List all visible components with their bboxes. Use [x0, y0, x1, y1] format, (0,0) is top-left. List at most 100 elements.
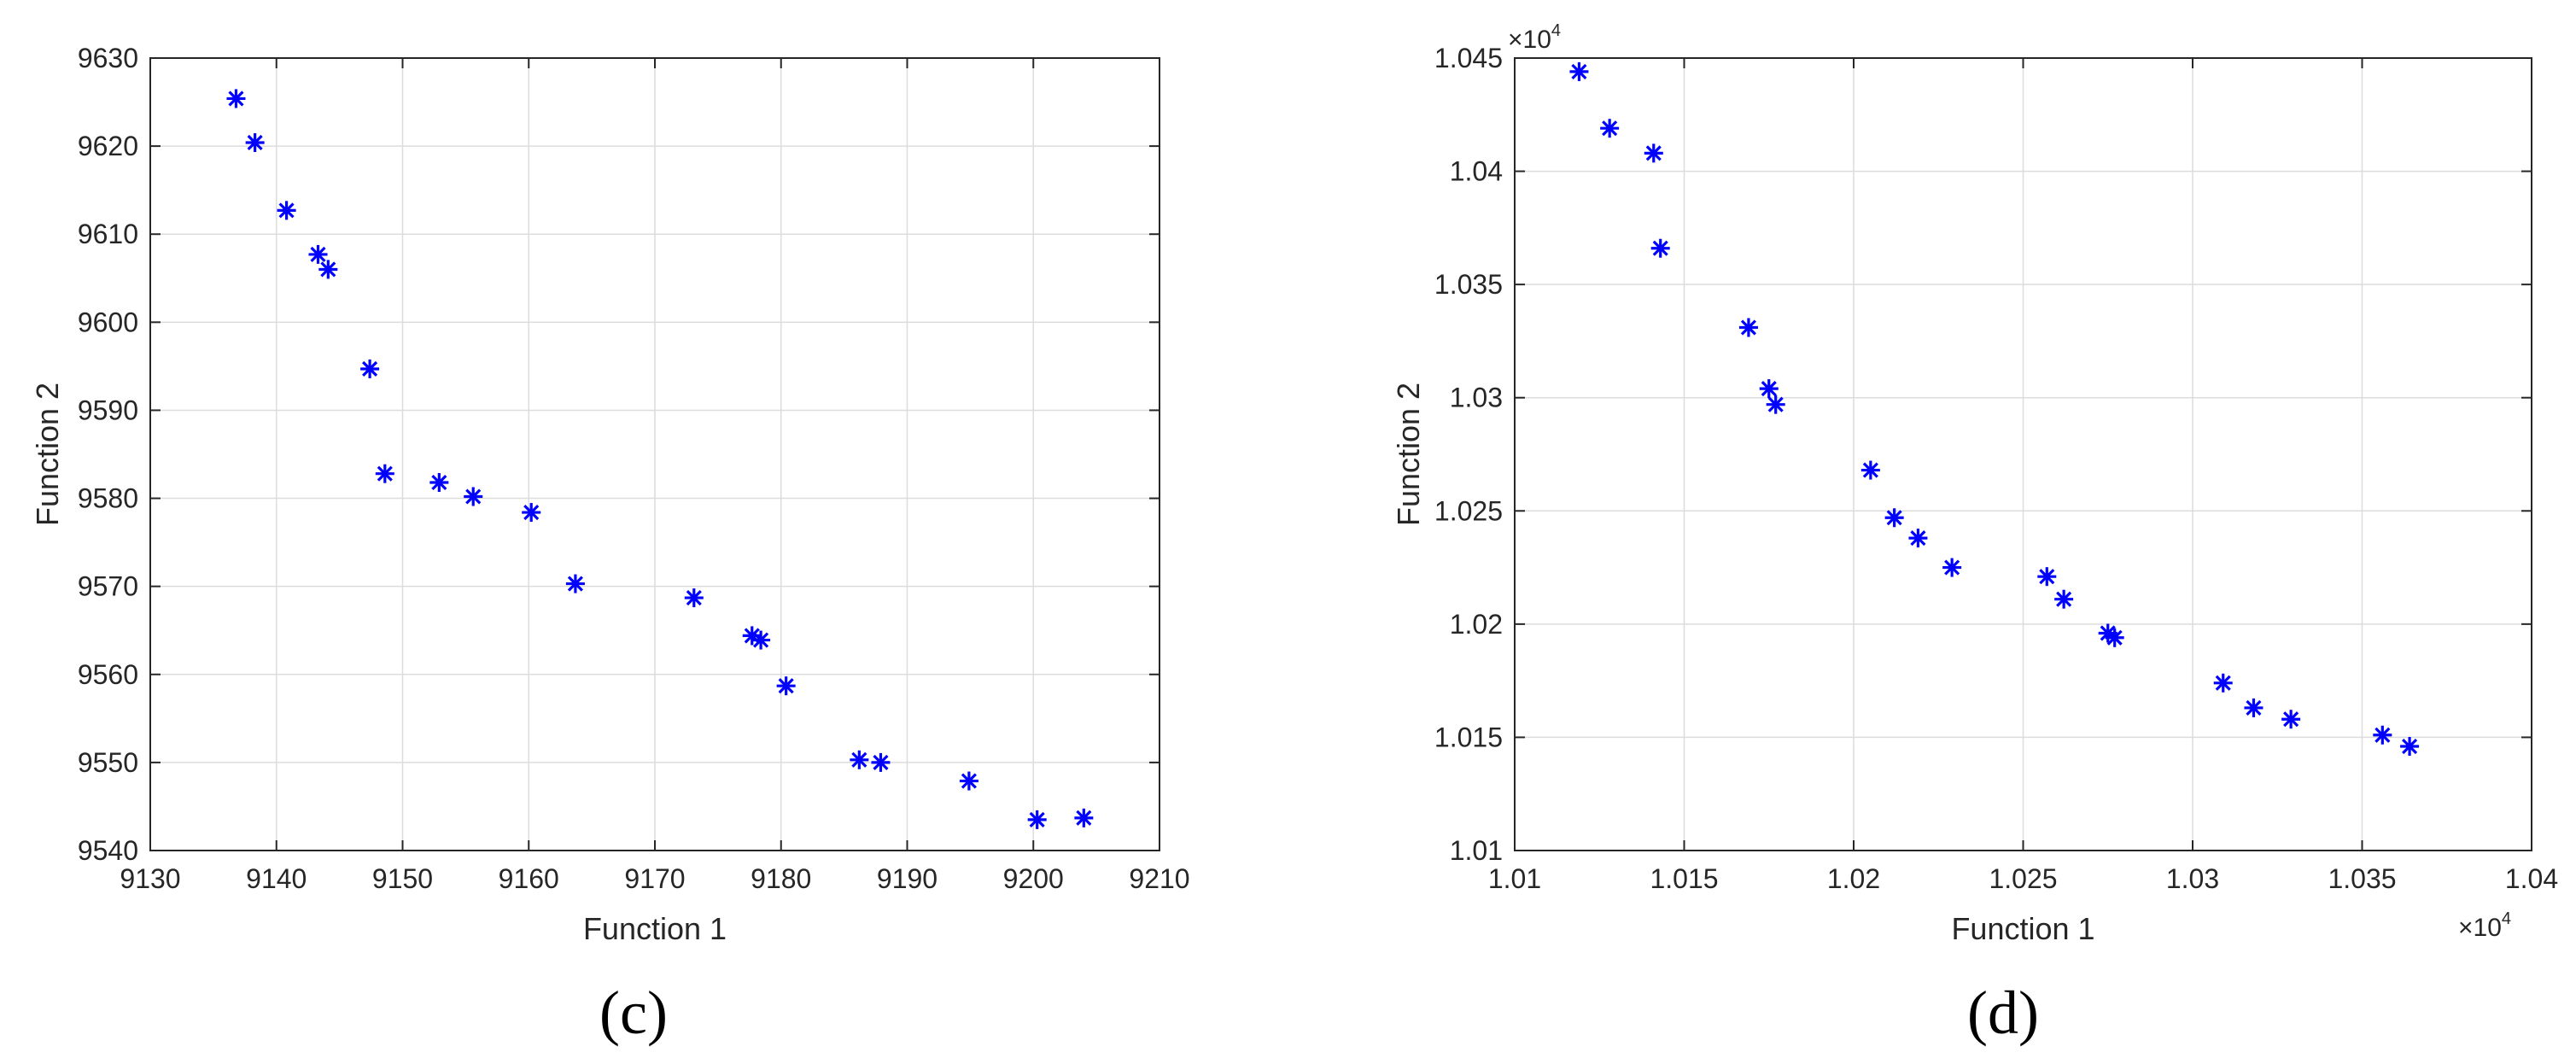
panel-label: (d): [1967, 979, 2039, 1047]
data-point-stroke: [2246, 699, 2262, 716]
y-tick-label: 1.015: [1434, 722, 1503, 752]
y-tick-label: 1.045: [1434, 43, 1503, 73]
y-axis-label: Function 2: [1391, 383, 1426, 526]
data-point: [2213, 673, 2233, 693]
y-tick-label: 9600: [78, 307, 138, 337]
data-point: [1860, 460, 1880, 480]
x-tick-label: 1.035: [2328, 863, 2396, 894]
x-tick-label: 1.03: [2166, 863, 2219, 894]
data-point-stroke: [1029, 811, 1045, 827]
chart-panel-d: 1.01 1.015 1.02 1.025 1.03 1.035 1.04 1.01 1.015…: [1391, 21, 2558, 1047]
y-tick-label: 9610: [78, 219, 138, 249]
data-point: [360, 359, 380, 378]
data-point: [522, 503, 541, 523]
x-tick-label: 9130: [120, 863, 180, 894]
data-point: [1650, 238, 1670, 258]
y-tick-label: 1.03: [1450, 383, 1503, 413]
data-point-stroke: [431, 474, 447, 491]
x-tick-label: 1.04: [2505, 863, 2558, 894]
data-point: [1074, 808, 1094, 827]
data-point: [1600, 119, 1620, 138]
data-point-stroke: [1767, 396, 1784, 412]
data-point: [277, 201, 296, 220]
data-point: [871, 752, 891, 772]
y-tick-label: 9540: [78, 835, 138, 866]
data-point-stroke: [686, 590, 702, 606]
x-tick-label: 9180: [751, 863, 811, 894]
y-axis-label: Function 2: [30, 383, 65, 526]
data-point-stroke: [278, 202, 295, 219]
data-point-stroke: [523, 505, 540, 521]
data-point-stroke: [2374, 727, 2391, 743]
x-tick-label: 9170: [624, 863, 685, 894]
y-tick-label: 1.02: [1450, 609, 1503, 640]
data-point-stroke: [1761, 381, 1777, 397]
data-point-stroke: [1652, 240, 1668, 256]
data-point: [2244, 698, 2263, 717]
data-point: [375, 464, 394, 483]
x-tick-label: 9210: [1129, 863, 1189, 894]
x-tick-label: 9150: [372, 863, 433, 894]
x-tick-label: 1.025: [1989, 863, 2057, 894]
y-tick-label: 1.035: [1434, 269, 1503, 300]
data-point: [318, 260, 338, 279]
data-point-stroke: [1862, 462, 1878, 478]
data-point: [2400, 737, 2420, 757]
data-point: [1027, 810, 1047, 829]
data-point: [565, 574, 585, 593]
data-point: [2054, 589, 2074, 609]
data-point-stroke: [744, 628, 760, 644]
y-tick-label: 9590: [78, 395, 138, 425]
data-point: [1738, 318, 1758, 337]
data-point-stroke: [2039, 569, 2055, 585]
data-point-stroke: [1645, 145, 1662, 161]
data-point: [1766, 395, 1785, 414]
x-tick-label: 9160: [499, 863, 559, 894]
x-axis-label: Function 1: [1951, 911, 2094, 946]
data-point-stroke: [961, 773, 977, 789]
y-tick-label: 9560: [78, 659, 138, 690]
data-point: [751, 630, 771, 650]
data-point-stroke: [753, 632, 769, 648]
data-point-stroke: [1602, 120, 1618, 137]
x-axis-label: Function 1: [583, 911, 727, 946]
data-point-stroke: [2215, 675, 2231, 691]
data-point-stroke: [377, 465, 393, 482]
data-point: [1884, 508, 1904, 528]
y-tick-label: 1.01: [1450, 835, 1503, 866]
y-tick-label: 9550: [78, 747, 138, 778]
data-point: [1569, 61, 1589, 81]
x-tick-label: 9140: [246, 863, 307, 894]
data-point-stroke: [1910, 530, 1926, 547]
x-axis-multiplier: ×104: [2458, 909, 2511, 942]
panel-label: (c): [599, 979, 668, 1047]
data-point-stroke: [873, 754, 889, 770]
data-point-stroke: [247, 134, 263, 151]
x-tick-label: 1.015: [1650, 863, 1718, 894]
data-point: [850, 750, 869, 769]
data-point: [2281, 710, 2301, 729]
data-point: [308, 244, 328, 264]
data-point: [959, 771, 978, 791]
y-tick-label: 9620: [78, 131, 138, 161]
data-point-stroke: [2056, 591, 2072, 607]
data-point-stroke: [310, 246, 326, 262]
data-point-stroke: [1944, 559, 1960, 576]
data-point: [2037, 567, 2057, 587]
data-point: [429, 472, 449, 492]
data-point: [776, 676, 796, 696]
data-point-stroke: [1571, 63, 1587, 79]
data-point: [2373, 725, 2392, 745]
data-point-stroke: [567, 576, 583, 592]
data-point-stroke: [362, 360, 378, 377]
data-point-stroke: [465, 488, 482, 505]
data-point: [1908, 529, 1928, 548]
x-tick-label: 1.01: [1488, 863, 1541, 894]
y-tick-label: 9570: [78, 571, 138, 602]
data-point: [464, 487, 483, 506]
data-point-stroke: [2106, 629, 2123, 646]
data-point-stroke: [778, 678, 794, 694]
data-point-stroke: [2402, 738, 2418, 755]
y-axis-multiplier: ×104: [1508, 21, 1561, 54]
